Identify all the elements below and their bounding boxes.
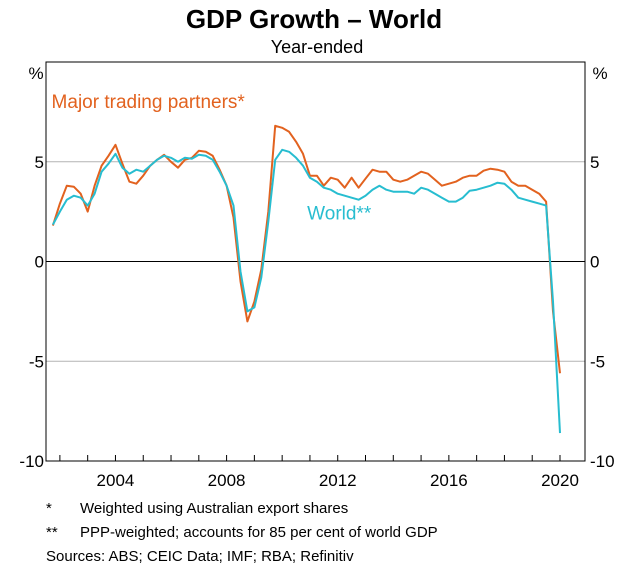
x-axis-labels: 2004 2008 2012 2016 2020 [97, 471, 579, 490]
footnote-2: ** PPP-weighted; accounts for 85 per cen… [0, 521, 644, 545]
x-tick-label: 2004 [97, 471, 135, 490]
y-tick-label-right: -5 [590, 352, 605, 371]
x-tick-label: 2020 [541, 471, 579, 490]
y-tick-label-left: 0 [35, 253, 44, 272]
gdp-growth-chart: GDP Growth – World Year-ended % % 5 5 0 0 -5… [19, 4, 614, 490]
y-tick-label-left: -10 [19, 452, 44, 471]
series-labels: Major trading partners* World** [52, 92, 372, 225]
footnote-1-mark: * [46, 500, 52, 517]
x-tick-label: 2008 [208, 471, 246, 490]
chart-title: GDP Growth – World [186, 4, 442, 34]
legend-label-major-trading-partners: Major trading partners* [52, 92, 246, 113]
x-tick-label: 2012 [319, 471, 357, 490]
series-line-world [52, 148, 561, 434]
footnote-1: * Weighted using Australian export share… [0, 497, 644, 521]
x-axis-ticks [59, 455, 561, 461]
y-tick-label-right: -10 [590, 452, 615, 471]
y-unit-left: % [28, 64, 43, 83]
legend-label-world: World** [307, 204, 372, 225]
series-lines [51, 124, 561, 434]
y-tick-label-right: 5 [590, 153, 599, 172]
y-tick-label-right: 0 [590, 253, 599, 272]
y-tick-label-left: 5 [35, 153, 44, 172]
chart-subtitle: Year-ended [271, 37, 363, 57]
y-axis-labels: 5 5 0 0 -5 -5 -10 -10 [19, 153, 614, 471]
sources-note: Sources: ABS; CEIC Data; IMF; RBA; Refin… [46, 548, 354, 565]
plot-frame [45, 61, 586, 462]
footnotes: * Weighted using Australian export share… [0, 497, 644, 565]
y-unit-right: % [592, 64, 607, 83]
gridlines [46, 161, 585, 362]
series-line-major-trading-partners [51, 124, 561, 374]
footnote-1-text: Weighted using Australian export shares [80, 500, 349, 517]
y-tick-label-left: -5 [29, 352, 44, 371]
x-tick-label: 2016 [430, 471, 468, 490]
footnote-2-text: PPP-weighted; accounts for 85 per cent o… [80, 524, 438, 541]
footnote-2-mark: ** [46, 524, 58, 541]
